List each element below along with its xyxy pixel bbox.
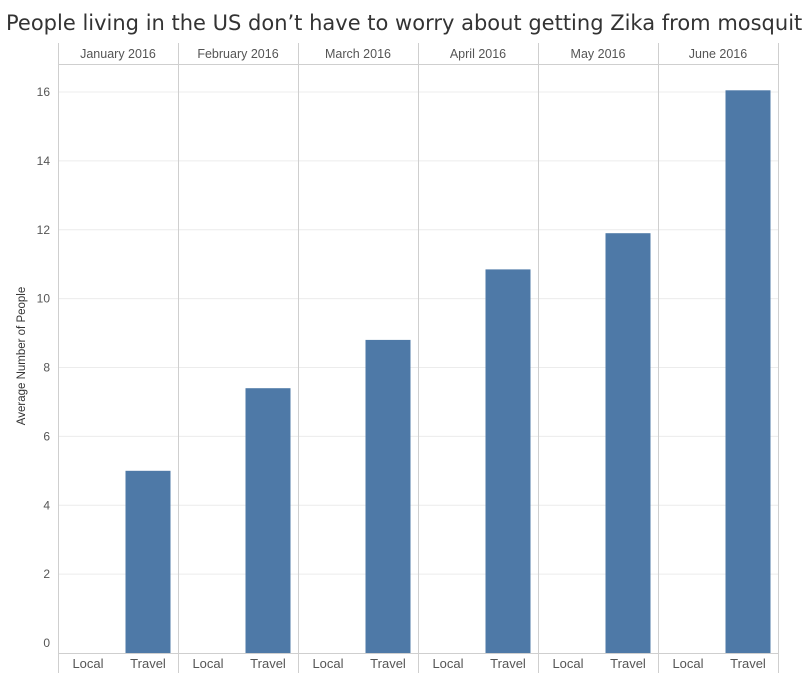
chart-title: People living in the US don’t have to wo… xyxy=(6,11,802,35)
category-label: Travel xyxy=(610,656,646,671)
y-tick-label-2: 2 xyxy=(43,567,50,581)
category-label: Travel xyxy=(370,656,406,671)
bar-march-2016-travel xyxy=(365,339,411,653)
category-label: Local xyxy=(72,656,103,671)
bar-april-2016-travel xyxy=(485,269,531,653)
bar-january-2016-travel xyxy=(125,470,171,653)
y-tick-label-0: 0 xyxy=(43,636,50,650)
panel-label-6: June 2016 xyxy=(689,47,747,61)
bar-february-2016-travel xyxy=(245,388,291,653)
panel-label-5: May 2016 xyxy=(571,47,626,61)
bar-june-2016-travel xyxy=(725,90,771,654)
frame-layer xyxy=(58,43,779,673)
y-tick-label-12: 12 xyxy=(37,223,51,237)
category-label: Local xyxy=(192,656,223,671)
category-label: Travel xyxy=(730,656,766,671)
label-layer: 0 2 4 6 8 10 12 14 16 January 2016 Local Travel Febr… xyxy=(37,47,766,671)
category-label: Local xyxy=(672,656,703,671)
category-label: Local xyxy=(432,656,463,671)
panel-label-2: February 2016 xyxy=(197,47,278,61)
category-label: Travel xyxy=(250,656,286,671)
bar-may-2016-travel xyxy=(605,233,651,653)
y-axis-title: Average Number of People xyxy=(16,287,28,426)
y-tick-label-8: 8 xyxy=(43,361,50,375)
y-tick-label-10: 10 xyxy=(37,292,51,306)
panel-label-4: April 2016 xyxy=(450,47,506,61)
category-label: Travel xyxy=(130,656,166,671)
y-tick-label-14: 14 xyxy=(37,154,51,168)
category-label: Travel xyxy=(490,656,526,671)
panel-label-1: January 2016 xyxy=(80,47,156,61)
category-label: Local xyxy=(312,656,343,671)
y-tick-label-16: 16 xyxy=(37,85,51,99)
category-label: Local xyxy=(552,656,583,671)
y-tick-label-6: 6 xyxy=(43,429,50,443)
bar-layer xyxy=(125,90,771,654)
panel-label-3: March 2016 xyxy=(325,47,391,61)
y-tick-label-4: 4 xyxy=(43,498,50,512)
